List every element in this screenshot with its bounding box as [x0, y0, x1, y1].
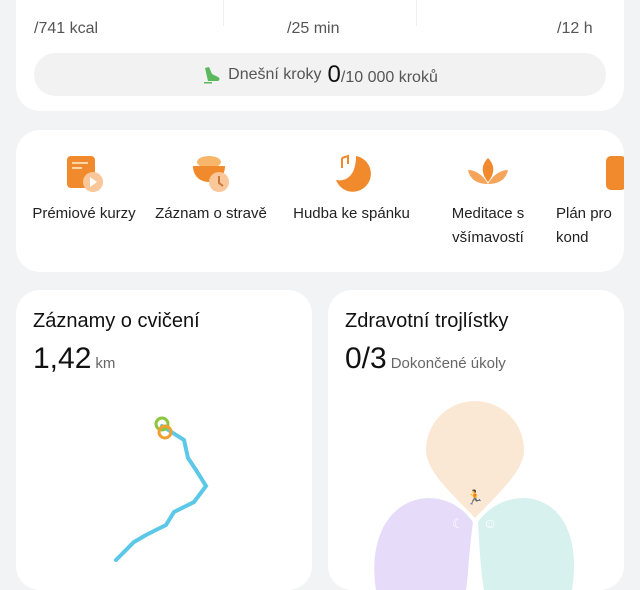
mood-leaf [478, 498, 574, 590]
app-meditation[interactable]: Meditace s všímavostí [423, 152, 553, 250]
card-title: Zdravotní trojlístky [345, 310, 509, 332]
food-bowl-clock-icon [193, 156, 229, 192]
exercise-goal: /25 min [287, 20, 340, 37]
distance-value: 1,42 [33, 342, 92, 375]
fitness-plan-icon [606, 156, 624, 190]
calories-goal: /741 kcal [34, 20, 99, 37]
app-label: Záznam o stravě [155, 205, 267, 222]
activity-summary-card[interactable]: 0 /741 kcal 0 /25 min 0 /12 h Dnešní kro… [16, 0, 624, 111]
run-icon: 🏃 [466, 489, 483, 505]
app-premium-courses[interactable]: Prémiové kurzy [19, 152, 149, 226]
exercise-records-card[interactable]: Záznamy o cvičení 1,42 km [16, 290, 312, 590]
stand-value: 0 [556, 0, 575, 2]
route-end-marker [157, 424, 173, 440]
clover-graphic: 🏃 ☾ ☺ [374, 401, 574, 590]
calories-value: 0 [34, 0, 53, 2]
lotus-icon [468, 158, 508, 184]
shoe-icon [204, 66, 220, 83]
app-label: Prémiové kurzy [32, 205, 136, 222]
steps-goal: /10 000 kroků [340, 68, 438, 86]
stand-goal: /12 h [557, 20, 593, 37]
app-fitness-plan[interactable]: Plán pro kond [556, 152, 624, 250]
app-label: Plán pro kond [556, 205, 612, 246]
app-label: Meditace s všímavostí [451, 205, 525, 246]
exercise-value: 0 [286, 0, 305, 2]
steps-bar[interactable]: Dnešní kroky 0/10 000 kroků [34, 53, 606, 96]
tasks-subtitle: Dokončené úkoly [390, 355, 506, 372]
route-start-marker [154, 416, 170, 432]
moon-icon: ☾ [452, 516, 464, 531]
route-map [114, 416, 209, 562]
route-line [114, 424, 209, 562]
app-food-log[interactable]: Záznam o stravě [146, 152, 276, 226]
tasks-value: 0/3 [345, 342, 387, 375]
quick-apps-card: Prémiové kurzy Záznam o stravě Hudba ke … [16, 130, 624, 272]
distance-unit: km [95, 355, 116, 372]
app-sleep-music[interactable]: Hudba ke spánku [289, 152, 414, 226]
app-label: Hudba ke spánku [293, 205, 410, 222]
steps-label: Dnešní kroky [228, 65, 322, 83]
divider [223, 0, 224, 26]
steps-value: 0 [327, 60, 341, 88]
divider [416, 0, 417, 26]
course-play-icon [67, 156, 103, 192]
smile-icon: ☺ [483, 515, 497, 531]
moon-music-icon [335, 154, 371, 192]
sleep-leaf [374, 498, 473, 590]
move-leaf [426, 401, 524, 518]
card-title: Záznamy o cvičení [33, 310, 200, 332]
health-clovers-card[interactable]: Zdravotní trojlístky 0/3 Dokončené úkoly … [328, 290, 624, 590]
